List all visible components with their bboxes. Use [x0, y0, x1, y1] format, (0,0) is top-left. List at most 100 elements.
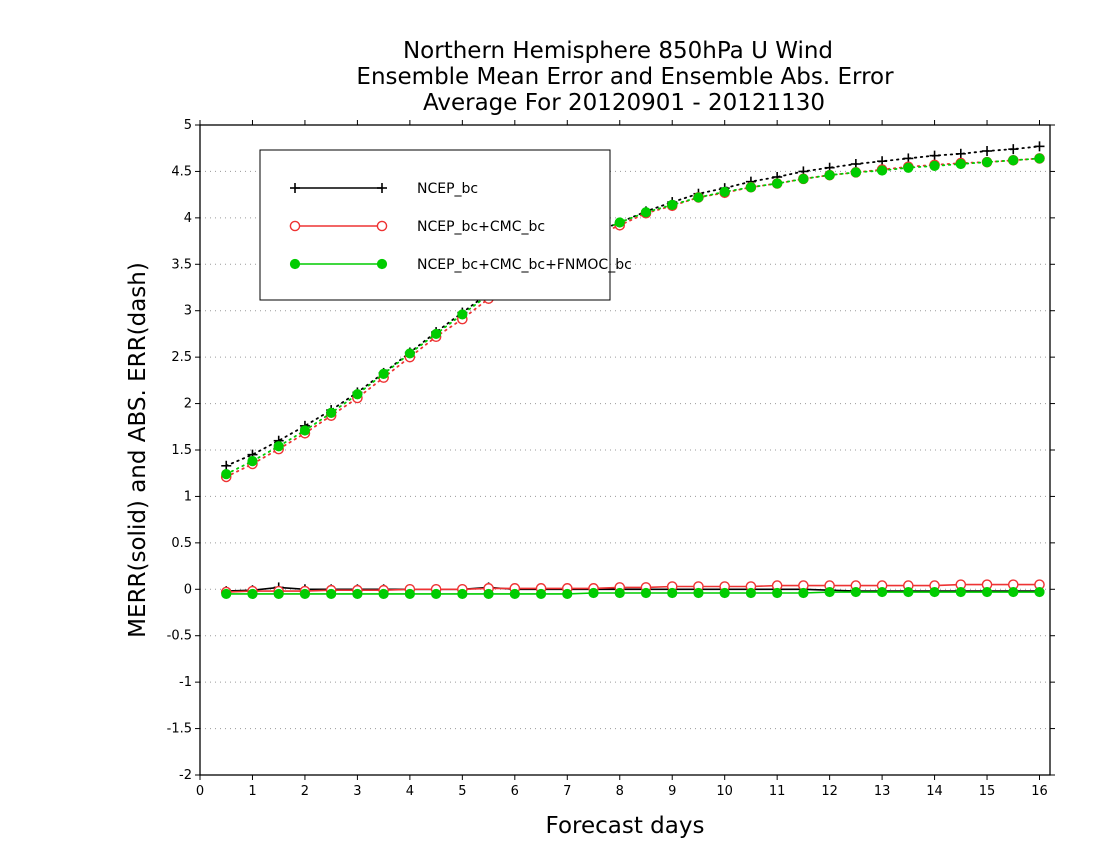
mean-err-point: [483, 588, 494, 600]
abs-err-point: [903, 162, 914, 173]
title-line-3: Average For 20120901 - 20121130: [423, 90, 825, 116]
abs-err-point: [404, 348, 415, 359]
mean-err-point: [772, 587, 783, 599]
legend-label-2: NCEP_bc+CMC_bc: [417, 219, 545, 235]
x-tick-label: 1: [248, 784, 256, 799]
abs-err-point: [981, 157, 993, 168]
mean-err-point: [352, 588, 363, 600]
x-tick-label: 13: [874, 784, 891, 799]
y-tick-label: 3: [184, 304, 192, 319]
mean-err-point: [404, 588, 415, 600]
mean-err-point: [588, 587, 599, 599]
abs-err-point: [221, 469, 232, 480]
legend-entry-2: NCEP_bc+CMC_bc: [289, 219, 545, 235]
mean-err-point: [798, 587, 809, 599]
abs-err-point: [299, 425, 311, 436]
mean-err-point: [667, 587, 678, 599]
x-tick-label: 8: [616, 784, 624, 799]
title-line-2: Ensemble Mean Error and Ensemble Abs. Er…: [356, 64, 894, 90]
x-tick-label: 11: [769, 784, 786, 799]
abs-err-point: [982, 146, 993, 156]
legend-label-1: NCEP_bc: [417, 181, 478, 197]
y-tick-label: -1: [179, 675, 192, 690]
legend-marker-left: [289, 258, 301, 270]
abs-err-point: [378, 368, 389, 379]
mean-err-point: [378, 588, 389, 600]
legend-marker-left: [289, 220, 301, 232]
abs-err-point: [326, 407, 337, 418]
y-tick-label: 2.5: [171, 350, 192, 365]
mean-err-point: [299, 588, 311, 600]
x-tick-label: 0: [196, 784, 204, 799]
abs-err-point: [614, 217, 625, 228]
abs-err-point: [273, 441, 284, 452]
x-tick-label: 6: [511, 784, 519, 799]
abs-err-point: [745, 182, 757, 193]
abs-err-point: [955, 158, 966, 170]
mean-err-point: [431, 588, 442, 600]
mean-err-point: [1034, 586, 1045, 598]
y-tick-label: 0.5: [171, 536, 192, 551]
mean-err-point: [876, 586, 888, 598]
y-tick-label: 1.5: [171, 443, 192, 458]
mean-err-point: [719, 587, 730, 599]
abs-err-point: [876, 165, 888, 176]
mean-err-point: [640, 587, 652, 599]
mean-err-point: [745, 587, 757, 599]
legend-marker-right: [377, 183, 387, 193]
x-tick-label: 14: [926, 784, 943, 799]
mean-err-point: [850, 586, 861, 598]
y-tick-label: 1: [184, 489, 192, 504]
mean-err-point: [273, 588, 284, 600]
abs-err-point: [1034, 153, 1045, 164]
mean-err-point: [457, 588, 468, 600]
axes: -2-1.5-1-0.500.511.522.533.544.550 1 2 3 4 5 6…: [167, 118, 1055, 799]
abs-err-point: [719, 186, 730, 197]
abs-err-point: [640, 207, 652, 218]
y-tick-label: -2: [179, 768, 192, 783]
abs-err-point: [247, 456, 258, 467]
mean-err-point: [221, 588, 232, 600]
abs-err-point: [955, 148, 966, 159]
mean-err-point: [693, 587, 704, 599]
abs-err-point: [1034, 141, 1045, 152]
mean-err-point: [824, 586, 835, 598]
abs-err-point: [772, 178, 783, 189]
abs-err-point: [798, 173, 809, 184]
legend-marker-right: [376, 258, 388, 270]
x-tick-label: 16: [1031, 784, 1048, 799]
abs-err-point: [1008, 144, 1019, 155]
mean-err-point: [981, 586, 993, 598]
abs-err-point: [352, 389, 363, 400]
abs-err-point: [824, 170, 835, 181]
mean-err-point: [247, 588, 258, 600]
y-tick-label: 2: [184, 397, 192, 412]
y-axis-label: MERR(solid) and ABS. ERR(dash): [125, 262, 151, 638]
x-tick-label: 2: [301, 784, 309, 799]
mean-err-point: [614, 587, 625, 599]
y-tick-label: -1.5: [167, 722, 192, 737]
abs-err-point: [850, 167, 861, 178]
plot-frame: [199, 124, 1051, 776]
title-line-1: Northern Hemisphere 850hPa U Wind: [403, 38, 833, 64]
y-tick-label: 5: [184, 118, 192, 133]
y-tick-label: -0.5: [167, 629, 192, 644]
mean-err-line: [226, 591, 1040, 595]
abs-err-point: [929, 150, 940, 161]
mean-err-point: [509, 588, 520, 600]
mean-err-point: [903, 586, 914, 598]
legend-marker-left: [290, 183, 300, 193]
x-axis-label: Forecast days: [546, 813, 705, 839]
mean-err-point: [1008, 586, 1019, 598]
x-tick-label: 3: [353, 784, 361, 799]
x-tick-label: 5: [458, 784, 466, 799]
abs-err-point: [693, 192, 704, 203]
x-tick-label: 12: [821, 784, 838, 799]
abs-err-point: [667, 199, 678, 210]
x-tick-label: 15: [979, 784, 996, 799]
y-tick-label: 4: [184, 211, 192, 226]
legend-box: [259, 149, 611, 301]
series-3: [221, 153, 1045, 600]
mean-err-point: [929, 586, 940, 598]
